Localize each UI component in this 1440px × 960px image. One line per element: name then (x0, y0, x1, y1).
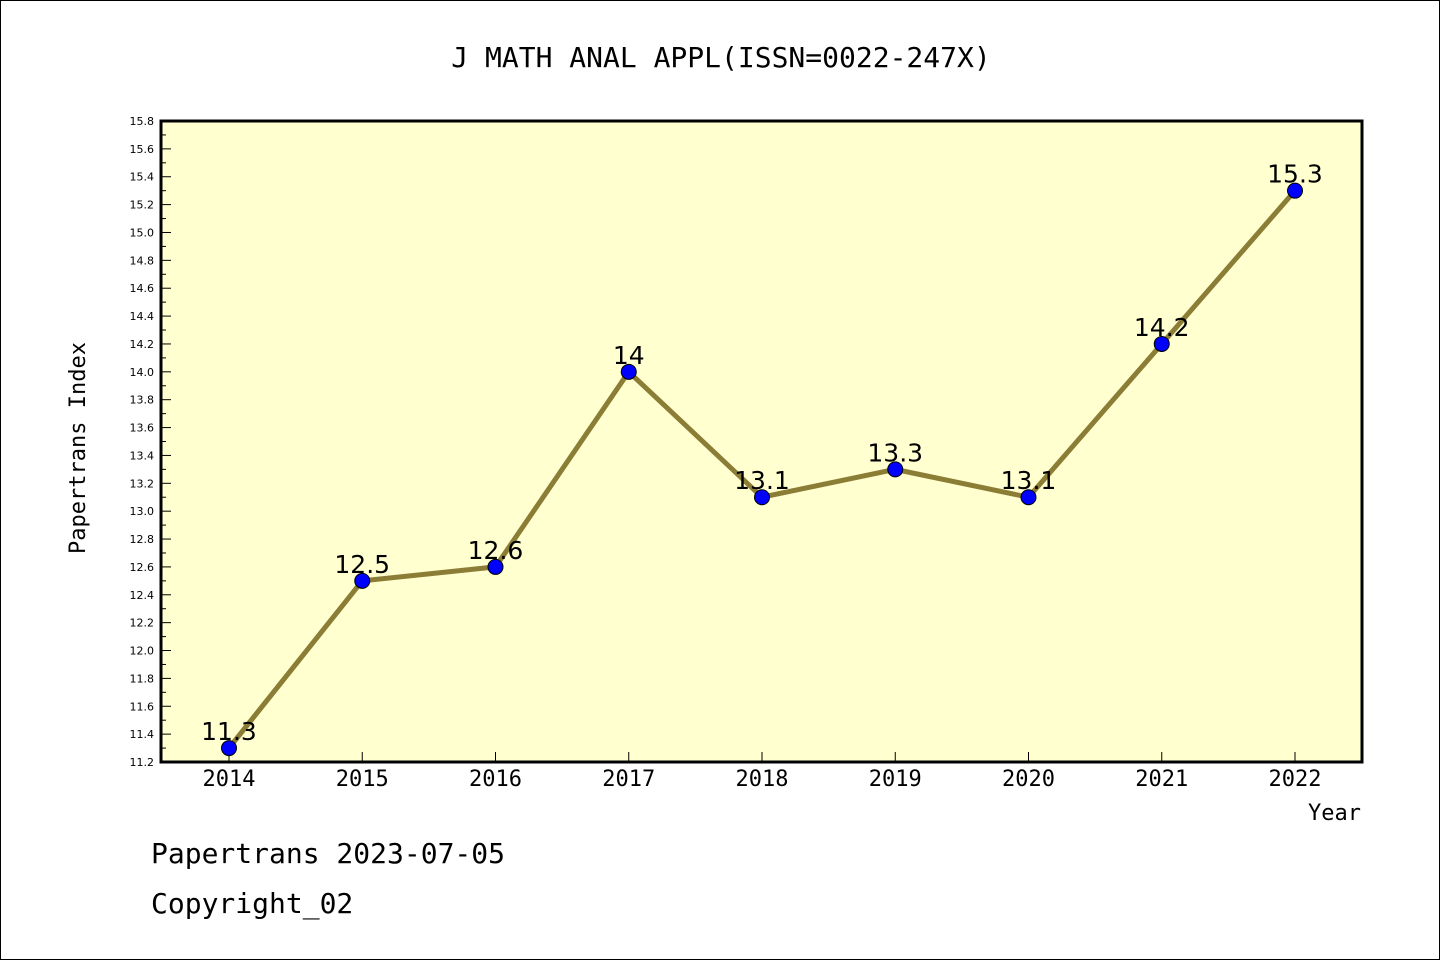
x-axis: 2014 2015 2016 2017 2018 2019 2020 2021 2022 (203, 752, 1322, 792)
data-point (754, 489, 770, 506)
data-point (221, 740, 237, 757)
y-tick-label: 13.8 (130, 394, 155, 407)
y-axis-label: Papertrans Index (66, 342, 91, 554)
data-label: 13.3 (867, 438, 923, 467)
chart-title: J MATH ANAL APPL(ISSN=0022-247X) (451, 41, 990, 74)
data-label: 14 (613, 341, 645, 370)
y-tick-label: 12.6 (130, 561, 155, 574)
data-label: 14.2 (1134, 313, 1190, 342)
data-label: 12.6 (468, 536, 524, 565)
y-tick-label: 15.0 (130, 226, 155, 239)
x-tick-label: 2018 (736, 767, 789, 792)
series-layer (221, 182, 1303, 757)
y-tick-label: 13.6 (130, 422, 155, 435)
data-point (354, 572, 371, 589)
y-tick-label: 15.6 (130, 143, 155, 156)
x-axis-label: Year (1308, 801, 1361, 826)
x-tick-label: 2016 (469, 767, 522, 792)
x-tick-label: 2020 (1002, 767, 1055, 792)
data-label: 13.1 (734, 466, 790, 495)
data-label: 11.3 (201, 717, 257, 746)
y-tick-label: 11.8 (130, 672, 155, 685)
y-tick-label: 15.2 (130, 199, 155, 212)
y-tick-label: 11.6 (130, 700, 155, 713)
footer-date: Papertrans 2023-07-05 (151, 837, 506, 870)
y-tick-label: 14.6 (130, 282, 155, 295)
x-tick-label: 2021 (1135, 767, 1188, 792)
y-tick-label: 15.8 (130, 115, 155, 128)
y-tick-label: 13.2 (130, 477, 155, 490)
data-label: 15.3 (1267, 160, 1323, 189)
y-tick-label: 14.8 (130, 254, 155, 267)
y-tick-label: 11.2 (130, 756, 155, 769)
y-tick-label: 12.0 (130, 645, 155, 658)
data-label: 13.1 (1001, 466, 1057, 495)
footer-copyright: Copyright_02 (151, 887, 354, 920)
data-label-layer: 11.3 12.5 12.6 14 13.1 13.3 13.1 14.2 15.3 (201, 160, 1323, 746)
x-tick-label: 2017 (602, 767, 655, 792)
data-point (1020, 489, 1037, 506)
data-point (487, 558, 504, 575)
y-tick-label: 11.4 (130, 728, 155, 741)
y-tick-label: 12.4 (130, 589, 155, 602)
y-tick-label: 14.4 (130, 310, 155, 323)
y-tick-label: 13.4 (130, 449, 155, 462)
y-tick-label: 14.2 (130, 338, 155, 351)
data-point (1153, 335, 1170, 352)
y-axis: 11.2 11.4 11.6 11.8 12.0 12.2 12.4 12.6 12.8 13.0… (130, 115, 171, 769)
y-tick-label: 15.4 (130, 171, 155, 184)
x-tick-label: 2022 (1269, 767, 1322, 792)
data-point (887, 461, 904, 478)
y-tick-label: 12.8 (130, 533, 155, 546)
data-point (1287, 182, 1303, 199)
x-tick-label: 2015 (336, 767, 389, 792)
y-tick-label: 13.0 (130, 505, 155, 518)
plot-area (159, 119, 1364, 764)
x-tick-label: 2014 (203, 767, 256, 792)
data-label: 12.5 (334, 550, 390, 579)
y-tick-label: 12.2 (130, 617, 155, 630)
data-point (620, 363, 637, 380)
x-tick-label: 2019 (869, 767, 922, 792)
y-tick-label: 14.0 (130, 366, 155, 379)
